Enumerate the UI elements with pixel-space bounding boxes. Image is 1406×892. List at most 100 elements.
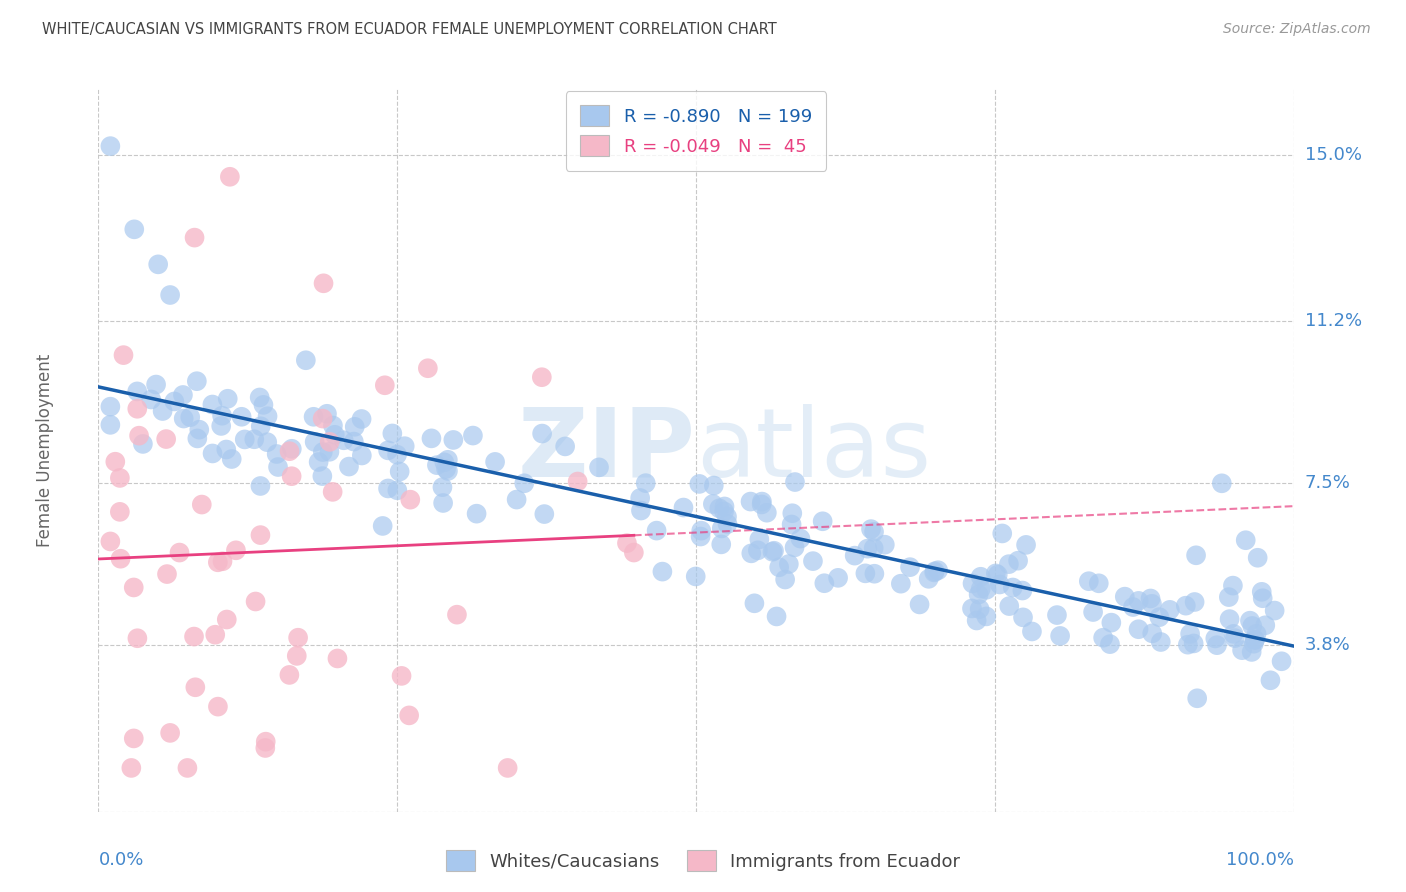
Point bbox=[461, 428, 484, 442]
Point bbox=[318, 444, 340, 458]
Point bbox=[184, 680, 207, 694]
Point bbox=[554, 439, 576, 453]
Point bbox=[388, 465, 411, 479]
Point bbox=[426, 458, 449, 472]
Point bbox=[1114, 590, 1136, 604]
Point bbox=[1241, 619, 1264, 633]
Point bbox=[148, 257, 170, 271]
Point bbox=[685, 569, 707, 583]
Point bbox=[252, 398, 274, 412]
Point bbox=[225, 543, 247, 558]
Point bbox=[211, 409, 233, 423]
Point bbox=[709, 501, 731, 516]
Point bbox=[1081, 605, 1104, 619]
Point bbox=[987, 567, 1010, 582]
Point bbox=[1174, 599, 1197, 613]
Point bbox=[163, 394, 186, 409]
Point bbox=[1247, 550, 1270, 565]
Point bbox=[966, 614, 988, 628]
Point bbox=[1184, 595, 1206, 609]
Point bbox=[311, 411, 333, 425]
Point bbox=[108, 505, 131, 519]
Point bbox=[312, 445, 335, 459]
Point bbox=[908, 598, 931, 612]
Point bbox=[976, 582, 998, 597]
Text: ZIP: ZIP bbox=[517, 404, 696, 497]
Point bbox=[437, 464, 460, 478]
Point bbox=[98, 417, 122, 432]
Point bbox=[1206, 638, 1229, 652]
Point bbox=[374, 378, 396, 392]
Point bbox=[690, 524, 713, 538]
Point bbox=[377, 482, 399, 496]
Point bbox=[740, 494, 762, 508]
Point bbox=[350, 449, 373, 463]
Text: 0.0%: 0.0% bbox=[98, 851, 143, 869]
Point bbox=[1240, 645, 1263, 659]
Point bbox=[183, 230, 205, 244]
Point bbox=[1012, 610, 1035, 624]
Point bbox=[332, 434, 354, 448]
Point bbox=[710, 521, 733, 535]
Point bbox=[217, 392, 239, 406]
Point bbox=[322, 484, 344, 499]
Point bbox=[703, 478, 725, 492]
Point bbox=[186, 431, 208, 445]
Point bbox=[188, 423, 211, 437]
Point bbox=[844, 549, 866, 563]
Point bbox=[122, 731, 145, 746]
Text: WHITE/CAUCASIAN VS IMMIGRANTS FROM ECUADOR FEMALE UNEMPLOYMENT CORRELATION CHART: WHITE/CAUCASIAN VS IMMIGRANTS FROM ECUAD… bbox=[42, 22, 778, 37]
Point bbox=[998, 557, 1021, 571]
Point bbox=[145, 377, 167, 392]
Point bbox=[108, 471, 131, 485]
Point bbox=[588, 460, 610, 475]
Point bbox=[863, 566, 886, 581]
Point bbox=[176, 761, 198, 775]
Point bbox=[716, 516, 738, 531]
Point bbox=[191, 498, 214, 512]
Point bbox=[249, 479, 271, 493]
Point bbox=[1185, 549, 1208, 563]
Point bbox=[233, 433, 256, 447]
Point bbox=[381, 426, 404, 441]
Point bbox=[713, 500, 735, 514]
Point bbox=[124, 222, 146, 236]
Point bbox=[249, 528, 271, 542]
Point bbox=[322, 418, 344, 433]
Point bbox=[970, 570, 993, 584]
Point bbox=[1049, 629, 1071, 643]
Point bbox=[254, 734, 277, 748]
Point bbox=[1244, 632, 1267, 647]
Point bbox=[128, 428, 150, 442]
Point bbox=[898, 560, 921, 574]
Point bbox=[120, 761, 142, 775]
Point bbox=[416, 361, 439, 376]
Point bbox=[702, 497, 724, 511]
Point bbox=[159, 726, 181, 740]
Point bbox=[308, 455, 330, 469]
Point bbox=[441, 433, 464, 447]
Point bbox=[1092, 631, 1115, 645]
Point bbox=[318, 434, 340, 449]
Point bbox=[221, 452, 243, 467]
Point bbox=[1139, 591, 1161, 606]
Point bbox=[387, 483, 409, 498]
Point bbox=[1142, 626, 1164, 640]
Point bbox=[763, 543, 786, 558]
Point bbox=[991, 526, 1014, 541]
Point bbox=[391, 669, 413, 683]
Point bbox=[1223, 631, 1246, 645]
Point bbox=[394, 439, 416, 453]
Point bbox=[616, 536, 638, 550]
Point bbox=[256, 435, 278, 450]
Point bbox=[312, 277, 335, 291]
Point bbox=[1087, 576, 1109, 591]
Point bbox=[127, 384, 149, 399]
Point bbox=[1243, 637, 1265, 651]
Point bbox=[710, 537, 733, 551]
Point bbox=[967, 588, 990, 602]
Point bbox=[1219, 612, 1241, 626]
Point bbox=[433, 455, 456, 469]
Point bbox=[780, 517, 803, 532]
Point bbox=[768, 560, 790, 574]
